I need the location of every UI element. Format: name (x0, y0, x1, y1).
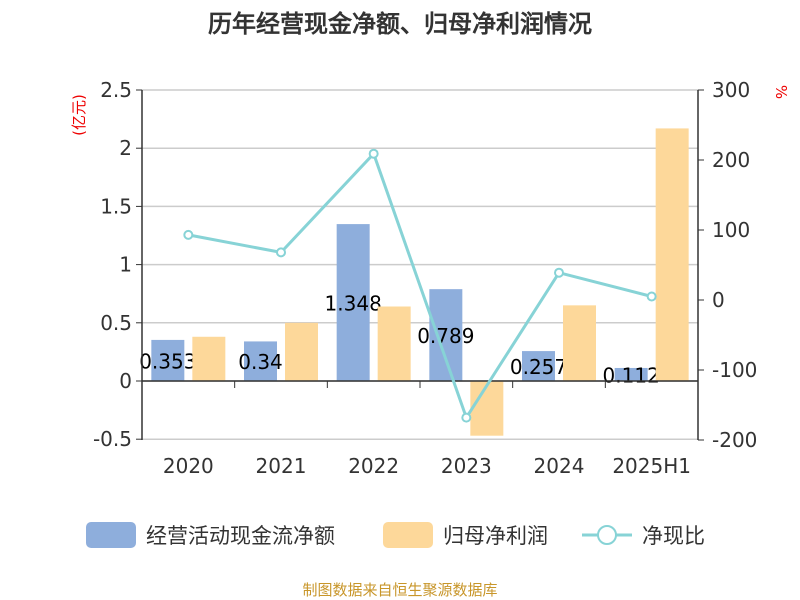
y-right-tick-label: -100 (712, 358, 757, 382)
chart-title: 历年经营现金净额、归母净利润情况 (208, 10, 592, 38)
legend-label: 经营活动现金流净额 (146, 524, 335, 548)
data-label: 1.348 (325, 292, 382, 316)
legend-swatch-marker (597, 525, 617, 545)
bar-net-profit (470, 381, 504, 436)
data-label: 0.34 (238, 350, 283, 374)
bar-operating-cash-flow (429, 289, 463, 381)
bar-net-profit (377, 306, 411, 381)
bar-operating-cash-flow (522, 351, 555, 381)
bar-operating-cash-flow (336, 224, 370, 381)
footer-source: 制图数据来自恒生聚源数据库 (302, 581, 497, 599)
data-label: 0.112 (603, 363, 660, 387)
line-point (183, 229, 194, 240)
y-left-axis-label: (亿元) (70, 94, 88, 136)
line-point (368, 148, 379, 159)
y-right-tick-label: 300 (712, 78, 750, 102)
y-left-tick-label: 2 (119, 136, 132, 160)
data-label: 0.257 (510, 355, 567, 379)
line-point (276, 247, 286, 258)
bar-net-profit (655, 128, 689, 381)
y-left-tick-label: 1 (119, 253, 132, 277)
bar-net-profit (192, 336, 226, 381)
bar-operating-cash-flow (151, 339, 185, 381)
legend-label: 归母净利润 (443, 524, 548, 548)
x-tick-label: 2025H1 (612, 454, 691, 478)
bar-operating-cash-flow (614, 367, 648, 381)
y-right-tick-label: 200 (712, 148, 750, 172)
line-net-cash-ratio (188, 150, 653, 422)
y-left-tick-label: 0.5 (100, 311, 132, 335)
y-left-tick-label: 2.5 (100, 78, 132, 102)
bar-net-profit (285, 322, 318, 381)
y-right-axis-label: % (772, 85, 790, 99)
data-label: 0.353 (139, 349, 196, 373)
x-tick-label: 2021 (256, 454, 307, 478)
y-right-tick-label: -200 (712, 428, 757, 452)
x-tick-label: 2024 (534, 454, 585, 478)
y-right-tick-label: 100 (712, 218, 750, 242)
y-left-tick-label: -0.5 (93, 427, 132, 451)
x-tick-label: 2022 (348, 454, 399, 478)
x-tick-label: 2023 (441, 454, 492, 478)
y-right-tick-label: 0 (712, 288, 725, 312)
data-label: 0.789 (417, 324, 474, 348)
line-point (554, 267, 564, 278)
line-point (646, 291, 657, 302)
bar-operating-cash-flow (244, 341, 277, 381)
y-left-tick-label: 0 (119, 369, 132, 393)
legend-swatch (86, 522, 136, 548)
legend-swatch (383, 522, 433, 548)
legend-label: 净现比 (642, 524, 705, 548)
x-tick-label: 2020 (163, 454, 214, 478)
bar-net-profit (563, 305, 596, 381)
line-point (461, 412, 472, 423)
y-left-tick-label: 1.5 (100, 194, 132, 218)
